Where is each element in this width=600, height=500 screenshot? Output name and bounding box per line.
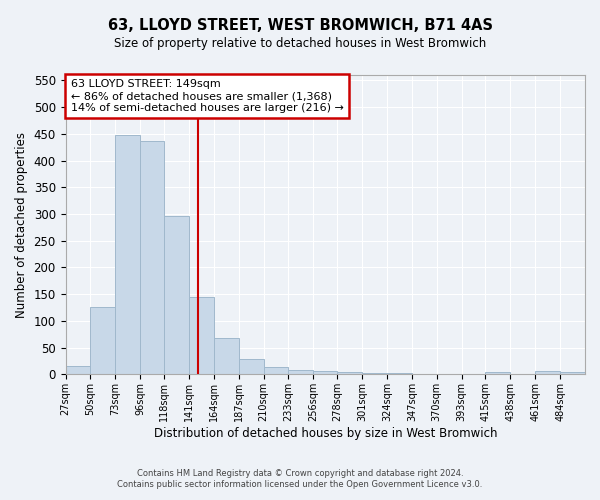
Bar: [65, 366, 91, 374]
Text: Size of property relative to detached houses in West Bromwich: Size of property relative to detached ho…: [114, 38, 486, 51]
Bar: [362, 373, 387, 374]
Text: 63 LLOYD STREET: 149sqm
← 86% of detached houses are smaller (1,368)
14% of semi: 63 LLOYD STREET: 149sqm ← 86% of detache…: [71, 80, 344, 112]
Bar: [239, 359, 263, 374]
Bar: [313, 371, 337, 374]
Bar: [164, 216, 189, 374]
Text: Contains public sector information licensed under the Open Government Licence v3: Contains public sector information licen…: [118, 480, 482, 489]
Bar: [560, 372, 585, 374]
Bar: [214, 338, 239, 374]
Bar: [140, 142, 164, 374]
Bar: [289, 370, 313, 374]
Bar: [115, 136, 140, 374]
Bar: [485, 372, 511, 374]
Y-axis label: Number of detached properties: Number of detached properties: [15, 132, 28, 318]
Bar: [91, 306, 115, 374]
Bar: [189, 298, 214, 374]
Bar: [535, 371, 560, 374]
Bar: [337, 372, 362, 374]
Text: Contains HM Land Registry data © Crown copyright and database right 2024.: Contains HM Land Registry data © Crown c…: [137, 468, 463, 477]
Text: 63, LLOYD STREET, WEST BROMWICH, B71 4AS: 63, LLOYD STREET, WEST BROMWICH, B71 4AS: [107, 18, 493, 32]
X-axis label: Distribution of detached houses by size in West Bromwich: Distribution of detached houses by size …: [154, 427, 497, 440]
Bar: [263, 367, 289, 374]
